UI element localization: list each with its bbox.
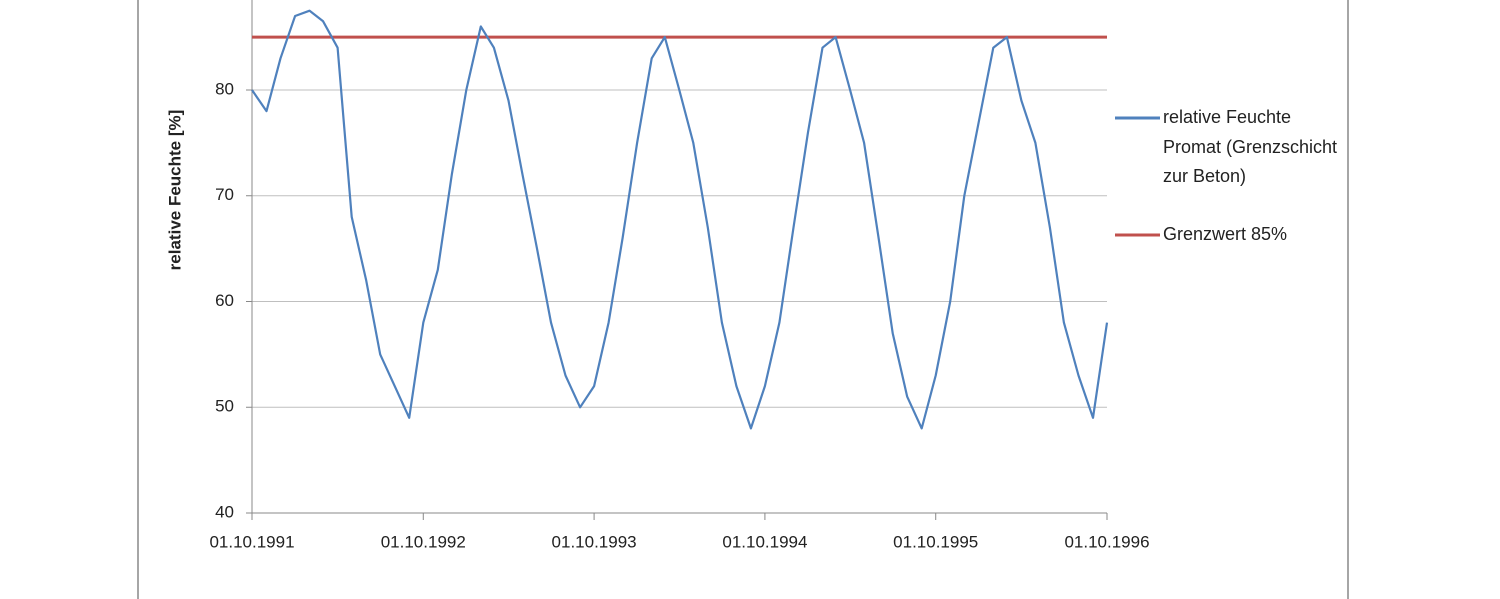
y-axis-label: relative Feuchte [%] — [165, 110, 184, 271]
y-tick-label: 50 — [215, 397, 234, 416]
x-tick-label: 01.10.1993 — [552, 532, 637, 551]
y-tick-label: 80 — [215, 79, 234, 98]
y-tick-label: 40 — [215, 502, 234, 521]
x-tick-label: 01.10.1991 — [209, 532, 294, 551]
x-tick-label: 01.10.1994 — [722, 532, 807, 551]
legend-label: relative Feuchte Promat (Grenzschicht zu… — [1163, 107, 1338, 186]
x-tick-label: 01.10.1992 — [381, 532, 466, 551]
legend-label: Grenzwert 85% — [1163, 224, 1288, 244]
x-tick-label: 01.10.1996 — [1064, 532, 1149, 551]
x-tick-label: 01.10.1995 — [893, 532, 978, 551]
y-tick-label: 70 — [215, 185, 234, 204]
data-line — [251, 9, 1109, 430]
y-tick-label: 60 — [215, 291, 234, 310]
